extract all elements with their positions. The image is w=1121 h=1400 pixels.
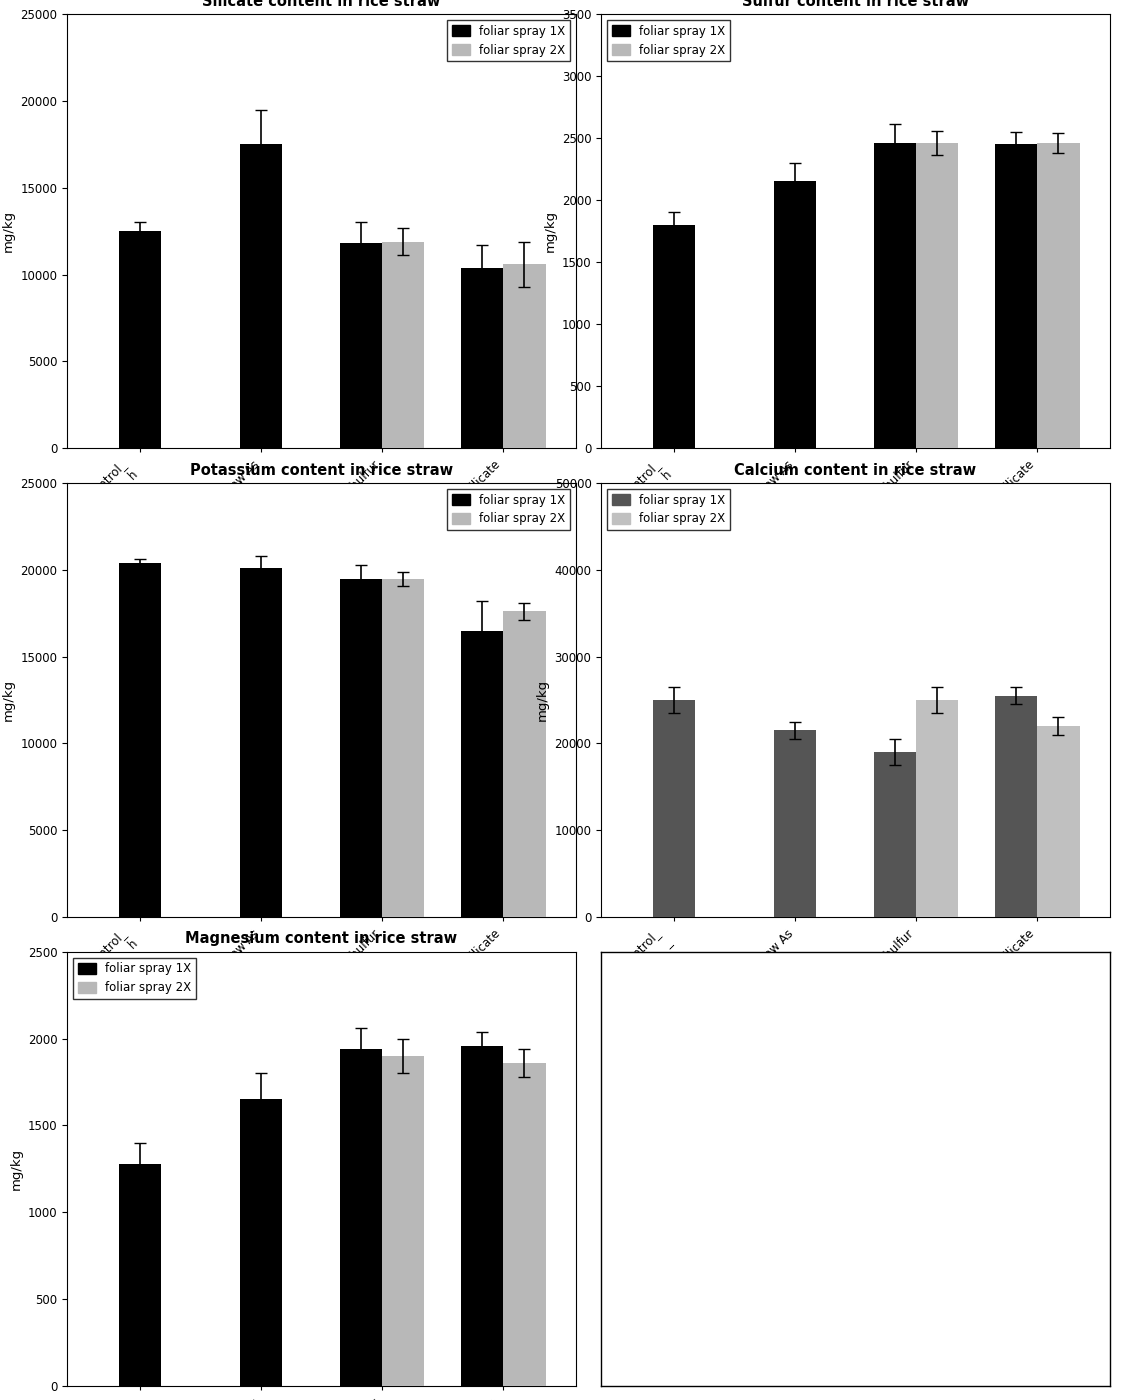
Bar: [994, 696, 1037, 917]
Title: Sulfur content in rice straw: Sulfur content in rice straw: [742, 0, 969, 8]
Bar: [873, 143, 916, 448]
Bar: [873, 752, 916, 917]
Bar: [503, 612, 546, 917]
Bar: [119, 563, 161, 917]
Bar: [994, 144, 1037, 448]
Legend: foliar spray 1X, foliar spray 2X: foliar spray 1X, foliar spray 2X: [73, 958, 196, 1000]
Bar: [119, 231, 161, 448]
Legend: foliar spray 1X, foliar spray 2X: foliar spray 1X, foliar spray 2X: [447, 20, 569, 62]
Bar: [503, 265, 546, 448]
Bar: [382, 580, 425, 917]
Bar: [340, 1049, 382, 1386]
Bar: [461, 267, 503, 448]
Y-axis label: mg/kg: mg/kg: [9, 1148, 22, 1190]
Bar: [773, 182, 816, 448]
Legend: foliar spray 1X, foliar spray 2X: foliar spray 1X, foliar spray 2X: [608, 20, 730, 62]
Legend: foliar spray 1X, foliar spray 2X: foliar spray 1X, foliar spray 2X: [447, 489, 569, 531]
Title: Silicate content in rice straw: Silicate content in rice straw: [203, 0, 441, 8]
Y-axis label: mg/kg: mg/kg: [2, 210, 15, 252]
Legend: foliar spray 1X, foliar spray 2X: foliar spray 1X, foliar spray 2X: [608, 489, 730, 531]
Bar: [240, 568, 282, 917]
Bar: [382, 1056, 425, 1386]
Bar: [1037, 143, 1080, 448]
Bar: [461, 630, 503, 917]
Bar: [240, 1099, 282, 1386]
Y-axis label: mg/kg: mg/kg: [536, 679, 549, 721]
Bar: [916, 143, 958, 448]
Bar: [340, 580, 382, 917]
Bar: [1037, 727, 1080, 917]
Bar: [652, 225, 695, 448]
Title: Magnesium content in rice straw: Magnesium content in rice straw: [185, 931, 457, 946]
Bar: [340, 244, 382, 448]
Title: Calcium content in rice straw: Calcium content in rice straw: [734, 462, 976, 477]
Y-axis label: mg/kg: mg/kg: [2, 679, 15, 721]
Y-axis label: mg/kg: mg/kg: [544, 210, 556, 252]
Bar: [652, 700, 695, 917]
Bar: [461, 1046, 503, 1386]
Bar: [119, 1163, 161, 1386]
Bar: [916, 700, 958, 917]
Bar: [503, 1063, 546, 1386]
Bar: [382, 242, 425, 448]
Bar: [773, 731, 816, 917]
Title: Potassium content in rice straw: Potassium content in rice straw: [189, 462, 453, 477]
Bar: [240, 144, 282, 448]
